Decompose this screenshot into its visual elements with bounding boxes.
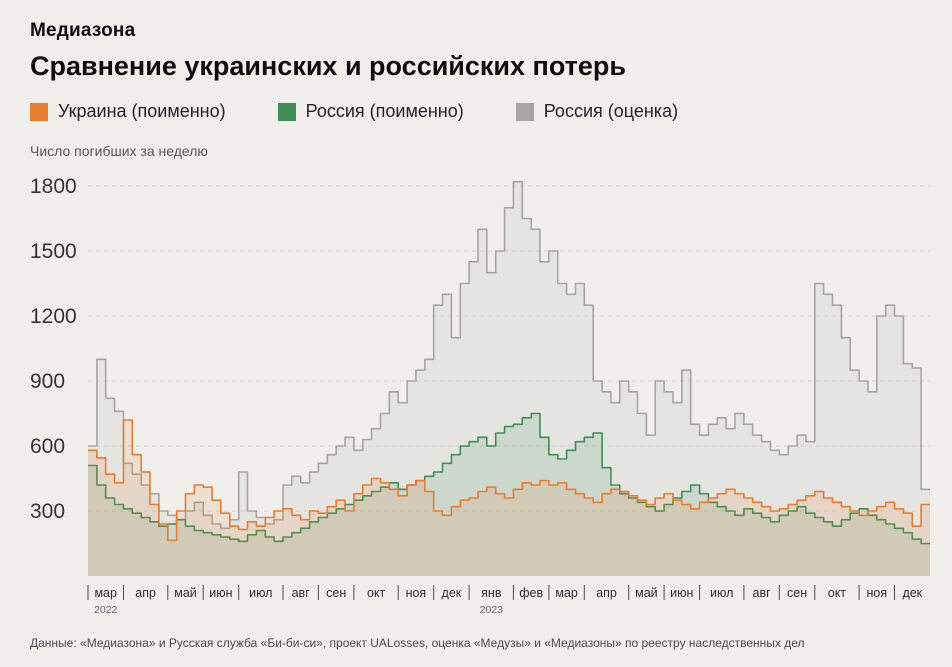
x-month-label: сен (787, 586, 807, 600)
legend-label-russia-named: Россия (поименно) (305, 101, 464, 121)
y-tick-label: 300 (30, 500, 65, 523)
legend: Украина (поименно) Россия (поименно) Рос… (30, 101, 952, 122)
x-month-label: июн (670, 586, 693, 600)
x-month-label: сен (326, 586, 346, 600)
x-month-label: май (174, 586, 197, 600)
x-month-label: апр (135, 586, 156, 600)
x-month-label: ноя (866, 586, 887, 600)
page: Медиазона Сравнение украинских и российс… (30, 20, 952, 650)
x-month-label: июн (209, 586, 232, 600)
x-month-label: май (635, 586, 658, 600)
legend-swatch-russia-named-icon (277, 102, 296, 121)
x-month-label: июл (710, 586, 733, 600)
x-month-label: мар (555, 586, 578, 600)
legend-item-russia-estimate: Россия (оценка) (515, 101, 679, 122)
legend-swatch-russia-estimate-icon (515, 102, 534, 121)
series-area (88, 181, 930, 576)
x-year-label: 2023 (480, 604, 504, 616)
legend-label-russia-estimate: Россия (оценка) (543, 101, 679, 121)
legend-label-ukraine: Украина (поименно) (58, 101, 226, 121)
series-line (88, 412, 930, 545)
x-month-label: янв (481, 586, 502, 600)
x-month-label: окт (828, 586, 847, 600)
x-month-label: мар (94, 586, 117, 600)
y-tick-label: 1500 (30, 240, 77, 263)
x-month-label: авг (753, 586, 772, 600)
x-month-label: ноя (406, 586, 427, 600)
x-month-label: авг (292, 586, 311, 600)
legend-swatch-ukraine-icon (30, 102, 48, 121)
y-tick-label: 1200 (30, 305, 77, 328)
x-month-label: дек (442, 586, 462, 600)
legend-item-russia-named: Россия (поименно) (277, 101, 464, 122)
series-area (88, 413, 930, 576)
data-source-footer: Данные: «Медиазона» и Русская служба «Би… (30, 636, 805, 650)
x-month-label: окт (367, 586, 386, 600)
x-month-label: июл (249, 586, 272, 600)
series-line (88, 419, 930, 542)
brand: Медиазона (30, 20, 136, 41)
x-month-label: фев (519, 586, 543, 600)
x-month-label: апр (596, 586, 617, 600)
y-axis-caption: Число погибших за неделю (30, 143, 208, 159)
legend-item-ukraine: Украина (поименно) (30, 101, 226, 122)
y-tick-label: 900 (30, 370, 65, 393)
x-year-label: 2022 (94, 604, 118, 616)
page-title: Сравнение украинских и российских потерь (30, 51, 627, 81)
x-month-label: дек (902, 586, 922, 600)
y-tick-label: 1800 (30, 175, 77, 198)
y-tick-label: 600 (30, 435, 65, 458)
